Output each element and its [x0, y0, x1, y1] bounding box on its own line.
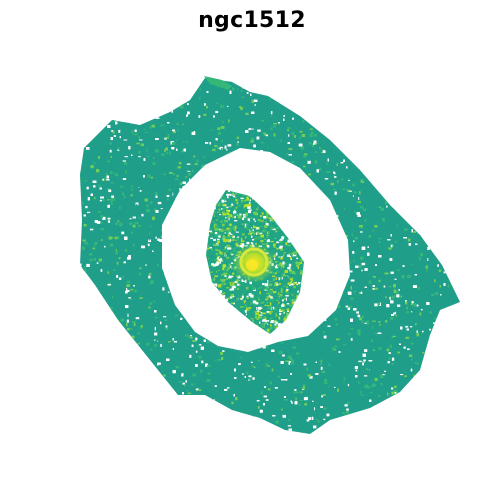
nucleus [232, 243, 276, 283]
figure-title: ngc1512 [198, 8, 306, 33]
ring-fragment [204, 76, 232, 90]
